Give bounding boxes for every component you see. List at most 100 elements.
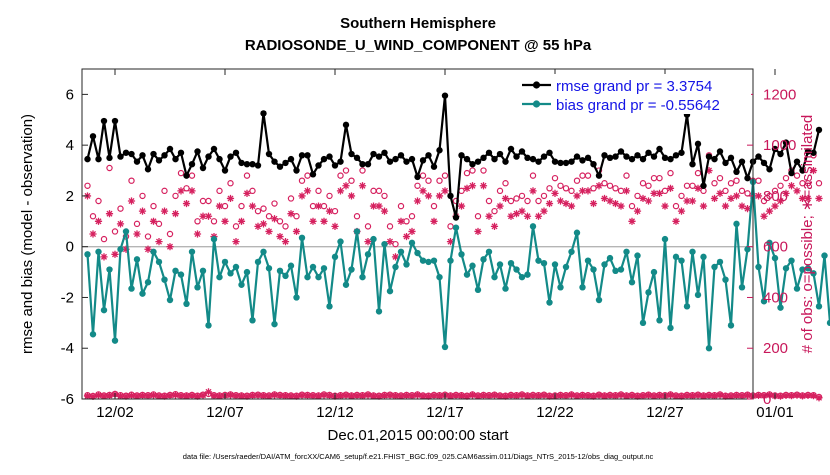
bias-point: [678, 257, 684, 263]
rmse-point: [530, 156, 536, 162]
obs-assimilated-point: [381, 208, 388, 215]
rmse-point: [788, 170, 794, 176]
bias-point: [112, 337, 118, 343]
bias-point: [128, 285, 134, 291]
rmse-point: [436, 147, 442, 153]
x-axis-label: Dec.01,2015 00:00:00 start: [328, 427, 510, 444]
obs-assimilated-point: [678, 208, 685, 215]
bias-point: [233, 264, 239, 270]
rmse-point: [337, 158, 343, 164]
rmse-point: [667, 156, 673, 162]
rmse-point: [590, 161, 596, 167]
bias-point: [557, 284, 563, 290]
bias-point: [541, 260, 547, 266]
obs-assimilated-point: [89, 230, 96, 237]
rmse-point: [156, 157, 162, 163]
bias-point: [178, 271, 184, 277]
bias-point: [90, 331, 96, 337]
rmse-point: [689, 161, 695, 167]
rmse-point: [744, 175, 750, 181]
rmse-point: [139, 152, 145, 158]
bias-point: [420, 257, 426, 263]
data-file-footer: data file: /Users/raeder/DAI/ATM_forcXX/…: [183, 452, 654, 461]
obs-assimilated-point: [595, 182, 602, 189]
y2-tick-label: 400: [763, 289, 788, 306]
obs-assimilated-point: [320, 218, 327, 225]
legend-rmse-marker: [533, 81, 540, 88]
rmse-point: [354, 155, 360, 161]
rmse-point: [211, 146, 217, 152]
obs-assimilated-point: [238, 218, 245, 225]
obs-assimilated-point: [535, 213, 542, 220]
obs-assimilated-point: [337, 187, 344, 194]
bias-point: [453, 224, 459, 230]
obs-assimilated-point: [194, 230, 201, 237]
bias-point: [497, 261, 503, 267]
bias-point: [684, 303, 690, 309]
rmse-point: [491, 156, 497, 162]
obs-assimilated-point: [348, 192, 355, 199]
rmse-point: [414, 174, 420, 180]
rmse-point: [255, 162, 261, 168]
bias-point: [84, 251, 90, 257]
bias-point: [304, 274, 310, 280]
obs-low-assimilated-point: [106, 392, 113, 399]
obs-low-assimilated-point: [359, 392, 366, 399]
rmse-point: [645, 150, 651, 156]
rmse-point: [84, 156, 90, 162]
rmse-point: [502, 158, 508, 164]
rmse-point: [464, 156, 470, 162]
bias-point: [535, 257, 541, 263]
rmse-point: [458, 152, 464, 158]
obs-assimilated-point: [628, 218, 635, 225]
bias-point: [106, 266, 112, 272]
bias-point: [282, 273, 288, 279]
rmse-point: [244, 161, 250, 167]
bias-point: [161, 276, 167, 282]
y2-tick-label: 600: [763, 239, 788, 256]
obs-assimilated-point: [441, 187, 448, 194]
obs-assimilated-point: [590, 200, 597, 207]
rmse-point: [398, 152, 404, 158]
bias-point: [189, 249, 195, 255]
bias-point: [502, 285, 508, 291]
x-tick-label: 12/17: [426, 404, 464, 421]
bias-point: [365, 251, 371, 257]
obs-assimilated-point: [128, 197, 135, 204]
bias-point: [447, 257, 453, 263]
obs-low-assimilated-point: [150, 392, 157, 399]
obs-low-assimilated-point: [491, 392, 498, 399]
obs-assimilated-point: [584, 187, 591, 194]
obs-assimilated-point: [177, 187, 184, 194]
bias-point: [546, 299, 552, 305]
obs-low-assimilated-point: [342, 392, 349, 399]
bias-point: [150, 249, 156, 255]
bias-point: [469, 263, 475, 269]
y-tick-label: 2: [66, 188, 74, 205]
bias-point: [612, 268, 618, 274]
y-axis-label: rmse and bias (model - observation): [19, 114, 36, 354]
obs-assimilated-point: [315, 202, 322, 209]
bias-point: [403, 261, 409, 267]
rmse-point: [656, 146, 662, 152]
chart-subtitle: RADIOSONDE_U_WIND_COMPONENT @ 55 hPa: [245, 37, 592, 54]
bias-point: [645, 289, 651, 295]
obs-assimilated-point: [502, 195, 509, 202]
rmse-point: [486, 150, 492, 156]
bias-point: [436, 274, 442, 280]
rmse-point: [282, 160, 288, 166]
bias-point: [326, 303, 332, 309]
obs-assimilated-point: [458, 202, 465, 209]
rmse-point: [112, 118, 118, 124]
rmse-point: [431, 164, 437, 170]
obs-assimilated-point: [815, 195, 822, 202]
bias-point: [442, 344, 448, 350]
rmse-point: [700, 183, 706, 189]
x-tick-label: 12/27: [646, 404, 684, 421]
rmse-point: [167, 146, 173, 152]
y2-tick-label: 200: [763, 340, 788, 357]
rmse-point: [343, 122, 349, 128]
rmse-point: [816, 127, 822, 133]
bias-point: [260, 249, 266, 255]
bias-point: [321, 265, 327, 271]
